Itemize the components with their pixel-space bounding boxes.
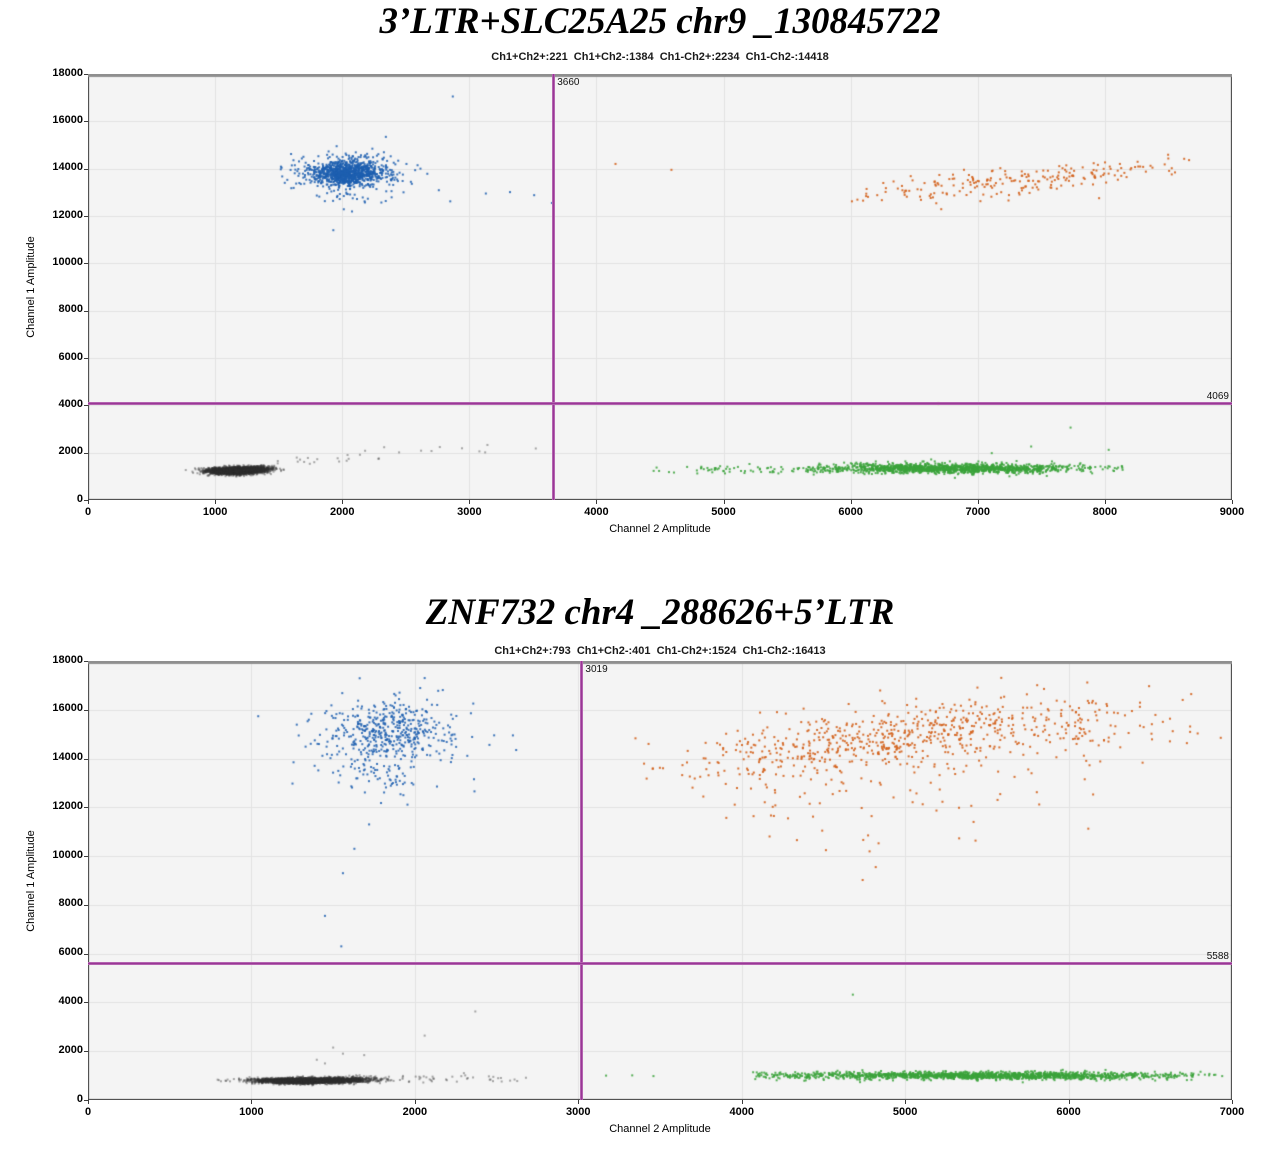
chart-title: ZNF732 chr4 _288626+5’LTR (425, 592, 895, 633)
x-tick-mark (468, 500, 470, 504)
y-tick-mark (84, 758, 88, 760)
x-tick-label: 6000 (1056, 1106, 1081, 1118)
ch2-threshold-line[interactable] (579, 661, 583, 1100)
y-tick-label: 10000 (52, 255, 83, 268)
plot-area: 3660 4069 0 1000 2000 3000 4000 5000 6000 7000 8… (52, 67, 1244, 518)
x-axis-title: Channel 2 Amplitude (609, 523, 711, 535)
scatter-panel-2: ZNF732 chr4 _288626+5’LTR Ch1+Ch2+:793 C… (0, 578, 1268, 1156)
y-tick-label: 18000 (52, 66, 83, 79)
ch1-threshold-value: 5588 (1206, 950, 1229, 962)
x-tick-mark (341, 500, 343, 504)
scatter-canvas (88, 74, 1232, 500)
y-tick-label: 8000 (58, 303, 83, 316)
y-tick-label: 0 (76, 1092, 83, 1105)
y-tick-label: 2000 (58, 1043, 83, 1056)
x-tick-label: 4000 (584, 506, 609, 518)
y-tick-mark (84, 357, 88, 359)
y-tick-mark (84, 1099, 88, 1101)
x-tick-label: 0 (84, 506, 92, 518)
y-tick-label: 12000 (52, 799, 83, 812)
y-tick-label: 10000 (52, 848, 83, 861)
y-tick-mark (84, 404, 88, 406)
scatter-canvas (88, 661, 1232, 1100)
x-tick-label: 3000 (457, 506, 482, 518)
y-axis-title: Channel 1 Amplitude (25, 236, 37, 338)
x-tick-label: 5000 (892, 1106, 918, 1118)
x-tick-label: 2000 (329, 506, 355, 518)
scatter-panel-1: 3’LTR+SLC25A25 chr9 _130845722 Ch1+Ch2+:… (25, 1, 1244, 535)
x-tick-mark (741, 1100, 743, 1104)
y-tick-label: 0 (76, 492, 83, 505)
y-tick-label: 14000 (52, 751, 83, 764)
y-tick-mark (84, 953, 88, 955)
x-tick-mark (595, 500, 597, 504)
ch1-threshold-line[interactable] (88, 402, 1232, 406)
x-tick-mark (87, 1100, 89, 1104)
y-tick-mark (84, 73, 88, 75)
x-tick-label: 7000 (1219, 1106, 1245, 1118)
y-tick-label: 4000 (58, 994, 83, 1007)
ch2-threshold-value: 3019 (585, 664, 608, 675)
y-tick-mark (84, 660, 88, 662)
ch2-threshold-value: 3660 (557, 77, 580, 88)
y-tick-label: 6000 (58, 946, 83, 959)
y-tick-label: 4000 (58, 397, 83, 410)
y-tick-label: 14000 (52, 161, 83, 174)
x-tick-mark (904, 1100, 906, 1104)
chart-title: 3’LTR+SLC25A25 chr9 _130845722 (379, 1, 941, 42)
x-tick-label: 6000 (838, 506, 863, 518)
x-tick-mark (414, 1100, 416, 1104)
y-tick-mark (84, 262, 88, 264)
y-tick-label: 6000 (58, 350, 83, 363)
x-tick-label: 0 (84, 1106, 92, 1118)
ch1-threshold-line[interactable] (88, 962, 1232, 966)
x-tick-mark (1231, 1100, 1233, 1104)
y-tick-mark (84, 499, 88, 501)
y-tick-label: 8000 (58, 897, 83, 910)
x-tick-mark (1104, 500, 1106, 504)
ch1-threshold-value: 4069 (1206, 390, 1229, 402)
y-tick-mark (84, 215, 88, 217)
y-tick-label: 18000 (52, 653, 83, 666)
y-tick-label: 16000 (52, 702, 83, 715)
chart-quadrant-counts: Ch1+Ch2+:221 Ch1+Ch2-:1384 Ch1-Ch2+:2234… (491, 51, 829, 63)
y-tick-mark (84, 168, 88, 170)
chart-quadrant-counts: Ch1+Ch2+:793 Ch1+Ch2-:401 Ch1-Ch2+:1524 … (494, 645, 826, 657)
x-tick-label: 5000 (711, 506, 736, 518)
plot-area: 3019 5588 0 1000 2000 3000 4000 5000 6000 7000 0… (52, 654, 1244, 1118)
y-tick-mark (84, 904, 88, 906)
y-tick-mark (84, 310, 88, 312)
x-tick-label: 8000 (1092, 506, 1118, 518)
x-tick-label: 9000 (1219, 506, 1245, 518)
x-tick-mark (214, 500, 216, 504)
y-tick-mark (84, 1001, 88, 1003)
x-tick-mark (850, 500, 852, 504)
x-tick-label: 7000 (965, 506, 991, 518)
y-tick-mark (84, 709, 88, 711)
y-tick-mark (84, 120, 88, 122)
y-tick-mark (84, 806, 88, 808)
x-axis-title: Channel 2 Amplitude (609, 1123, 711, 1135)
x-tick-mark (250, 1100, 252, 1104)
x-tick-mark (723, 500, 725, 504)
x-tick-mark (87, 500, 89, 504)
x-tick-mark (977, 500, 979, 504)
y-tick-mark (84, 1050, 88, 1052)
x-tick-label: 4000 (729, 1106, 754, 1118)
y-tick-label: 2000 (58, 445, 83, 458)
x-tick-label: 3000 (566, 1106, 591, 1118)
y-tick-mark (84, 452, 88, 454)
ch2-threshold-line[interactable] (551, 74, 555, 500)
y-axis-title: Channel 1 Amplitude (25, 829, 37, 932)
y-tick-label: 12000 (52, 208, 83, 221)
y-tick-label: 16000 (52, 113, 83, 126)
x-tick-label: 1000 (239, 1106, 264, 1118)
x-tick-mark (1231, 500, 1233, 504)
y-tick-mark (84, 855, 88, 857)
x-tick-label: 1000 (202, 506, 228, 518)
x-tick-mark (577, 1100, 579, 1104)
x-tick-label: 2000 (402, 1106, 428, 1118)
x-tick-mark (1068, 1100, 1070, 1104)
